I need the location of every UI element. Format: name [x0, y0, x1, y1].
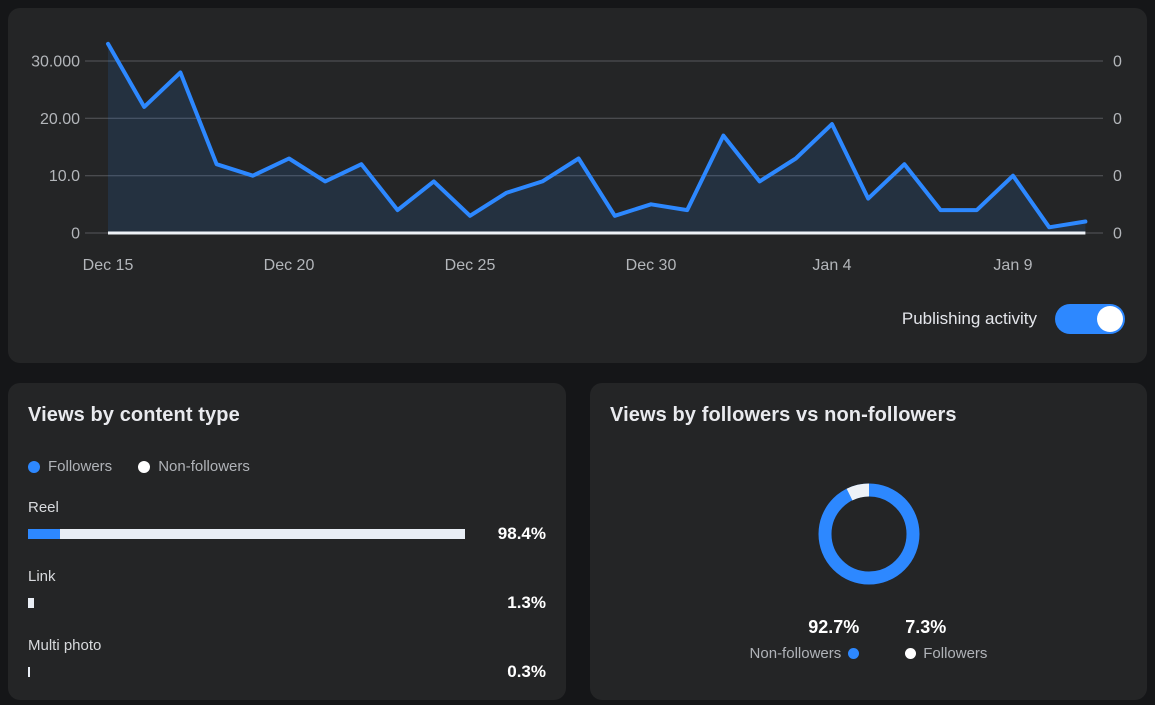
stat-value: 7.3%	[905, 617, 947, 637]
y-axis-tick-left: 10.0	[49, 168, 80, 185]
stat-non-followers: 92.7% Non-followers	[750, 617, 860, 662]
stat-label: Non-followers	[749, 645, 842, 662]
y-axis-tick-left: 0	[71, 226, 80, 243]
views-followers-split-card: Views by followers vs non-followers 92.7…	[590, 383, 1147, 700]
views-trend-line	[106, 41, 1088, 230]
followers-split-stats: 92.7% Non-followers 7.3% Followers	[590, 617, 1147, 662]
views-trend-card: 30.000 0 20.00 0 10.0 0 0 0 Dec 15 Dec 20 Dec 25 De…	[8, 8, 1147, 363]
followers-donut-chart	[818, 483, 919, 585]
legend-label: Non-followers	[158, 458, 250, 475]
legend-item-non-followers: Non-followers	[138, 458, 250, 475]
y-axis-tick-left: 30.000	[31, 54, 80, 71]
stat-label: Followers	[923, 645, 988, 662]
y-axis-tick-right: 0	[1113, 168, 1122, 185]
bar-segment-followers	[28, 529, 60, 539]
stat-value: 92.7%	[808, 617, 860, 637]
content-type-legend: Followers Non-followers	[28, 458, 546, 475]
non-followers-dot-icon	[138, 460, 151, 473]
followers-dot-icon	[905, 648, 917, 659]
x-axis-tick: Dec 30	[626, 257, 677, 274]
content-type-row-link: Link 1.3%	[8, 568, 566, 613]
card-title: Views by followers vs non-followers	[610, 404, 957, 426]
y-axis-tick-left: 20.00	[40, 111, 80, 128]
bar-segment-non-followers	[28, 529, 465, 539]
views-by-content-type-card: Views by content type Followers Non-foll…	[8, 383, 566, 700]
bar-track	[28, 667, 472, 677]
legend-label: Followers	[48, 458, 113, 475]
x-axis-tick: Jan 4	[812, 257, 851, 274]
stat-followers: 7.3% Followers	[905, 617, 987, 662]
y-axis-tick-right: 0	[1113, 111, 1122, 128]
card-title: Views by content type	[28, 404, 240, 426]
x-axis-tick: Dec 20	[264, 257, 315, 274]
bar-value: 98.4%	[497, 524, 546, 543]
bar-label: Multi photo	[28, 637, 102, 654]
y-axis-tick-right: 0	[1113, 54, 1122, 71]
bar-segment-non-followers	[28, 667, 30, 677]
bar-label: Link	[28, 568, 56, 585]
followers-dot-icon	[28, 460, 40, 473]
publishing-activity-row: Publishing activity	[902, 304, 1125, 334]
legend-item-followers: Followers	[28, 458, 112, 475]
bar-value: 1.3%	[507, 593, 546, 612]
x-axis-tick: Dec 15	[83, 257, 134, 274]
content-type-row-multi-photo: Multi photo 0.3%	[8, 637, 566, 682]
bar-track	[28, 529, 472, 539]
non-followers-dot-icon	[848, 648, 860, 659]
x-axis-tick: Dec 25	[445, 257, 496, 274]
donut-slice-non-followers	[818, 483, 919, 585]
bar-label: Reel	[28, 499, 59, 516]
publishing-activity-toggle[interactable]	[1055, 304, 1125, 334]
trend-area-fill	[108, 43, 1086, 233]
x-axis-tick: Jan 9	[993, 257, 1032, 274]
bar-track	[28, 598, 472, 608]
bar-segment-non-followers	[28, 598, 34, 608]
donut-slice-followers	[818, 483, 919, 585]
y-axis-tick-right: 0	[1113, 226, 1122, 243]
toggle-knob	[1097, 306, 1123, 332]
publishing-activity-label: Publishing activity	[901, 309, 1037, 328]
content-type-row-reel: Reel 98.4%	[8, 499, 566, 544]
bar-value: 0.3%	[507, 662, 546, 681]
